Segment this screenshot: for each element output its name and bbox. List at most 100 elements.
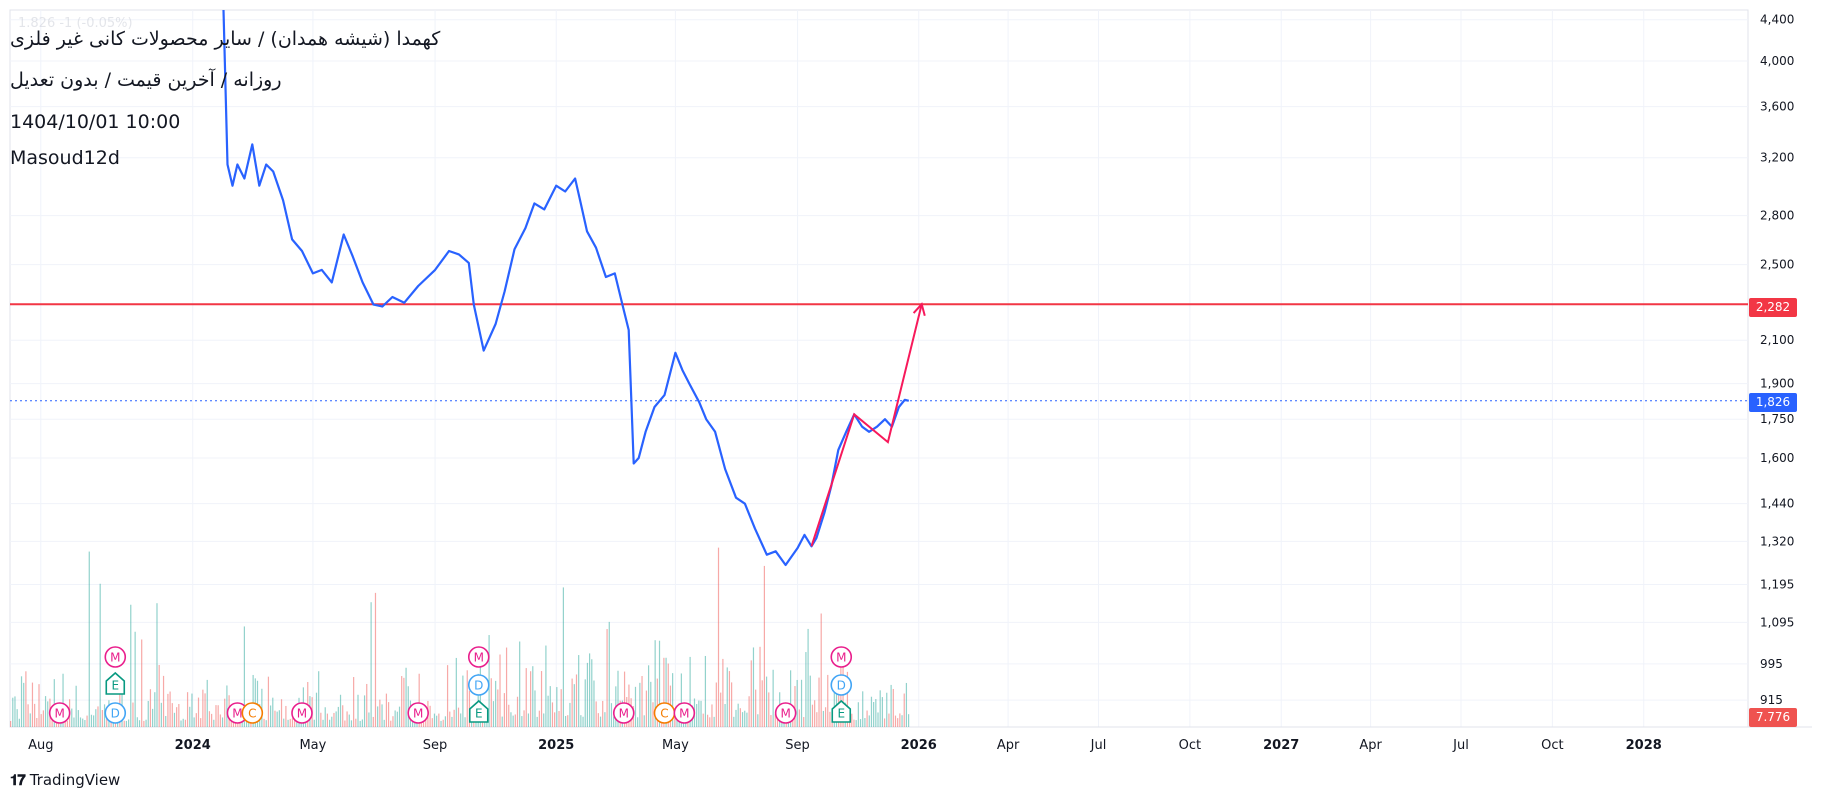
volume-bar bbox=[733, 716, 735, 727]
volume-bar bbox=[141, 639, 143, 727]
volume-bar bbox=[82, 718, 84, 727]
y-tick-label: 1,750 bbox=[1760, 412, 1794, 426]
volume-bar bbox=[667, 663, 669, 727]
volume-bar bbox=[696, 704, 698, 727]
volume-bar bbox=[656, 678, 658, 727]
volume-bar bbox=[29, 713, 31, 727]
legend-ghost-text: 1.826 -1 (-0.05%) bbox=[18, 16, 133, 31]
volume-bar bbox=[245, 720, 248, 727]
volume-bar bbox=[731, 682, 733, 727]
volume-bar bbox=[560, 689, 562, 727]
volume-bar bbox=[200, 718, 202, 727]
volume-bar bbox=[36, 718, 38, 727]
event-marker-d bbox=[104, 702, 127, 724]
volume-bar bbox=[66, 720, 69, 727]
event-marker-m bbox=[673, 702, 696, 724]
volume-bar bbox=[53, 679, 55, 727]
volume-bar bbox=[735, 709, 737, 727]
volume-bar bbox=[514, 714, 516, 727]
volume-bar bbox=[191, 693, 193, 727]
volume-bar bbox=[350, 720, 353, 727]
volume-bar bbox=[449, 711, 451, 727]
volume-bar bbox=[379, 699, 381, 727]
volume-bar bbox=[578, 655, 580, 727]
volume-bar bbox=[623, 671, 626, 727]
volume-bar bbox=[390, 720, 392, 727]
volume-bar bbox=[534, 690, 536, 727]
event-marker-label: M bbox=[679, 707, 689, 721]
volume-bar bbox=[765, 676, 768, 727]
volume-bar bbox=[866, 710, 868, 727]
volume-bar bbox=[554, 712, 556, 727]
volume-bar bbox=[530, 671, 532, 727]
event-marker-label: E bbox=[837, 707, 845, 721]
volume-bar bbox=[617, 670, 619, 727]
volume-bar bbox=[497, 689, 499, 727]
event-marker-label: M bbox=[54, 707, 64, 721]
volume-bar bbox=[10, 720, 12, 727]
y-tick-label: 4,400 bbox=[1760, 13, 1794, 27]
volume-bar bbox=[263, 718, 265, 727]
volume-bar bbox=[805, 652, 807, 727]
volume-bar bbox=[543, 713, 545, 727]
volume-bar bbox=[488, 635, 490, 727]
volume-bar bbox=[276, 711, 278, 727]
volume-bar bbox=[857, 702, 859, 727]
volume-bar bbox=[790, 670, 792, 727]
event-marker-m bbox=[612, 702, 635, 724]
event-marker-m bbox=[467, 646, 490, 668]
volume-bar bbox=[158, 664, 160, 727]
volume-bar bbox=[772, 669, 774, 727]
volume-bar bbox=[451, 716, 453, 727]
volume-bar bbox=[394, 710, 396, 727]
y-tick-label: 4,000 bbox=[1760, 54, 1794, 68]
volume-bar bbox=[186, 692, 189, 727]
volume-bar bbox=[726, 667, 728, 727]
volume-bar bbox=[189, 706, 191, 727]
tradingview-brand[interactable]: 𝟏𝟕 TradingView bbox=[10, 771, 120, 789]
y-tick-label: 1,320 bbox=[1760, 534, 1794, 548]
volume-bar bbox=[211, 713, 213, 727]
volume-bar bbox=[575, 674, 578, 727]
volume-bar bbox=[182, 718, 184, 727]
volume-bar bbox=[776, 716, 779, 727]
volume-bar bbox=[446, 665, 449, 727]
volume-bar bbox=[374, 592, 377, 727]
x-tick-label: 2025 bbox=[538, 738, 574, 753]
level-price-tag: 2,282 bbox=[1749, 298, 1797, 317]
volume-bar bbox=[864, 718, 866, 727]
volume-bar bbox=[510, 712, 512, 727]
volume-bar bbox=[313, 719, 315, 727]
event-marker-label: M bbox=[232, 707, 242, 721]
volume-bar bbox=[674, 716, 676, 727]
volume-bar bbox=[737, 703, 739, 727]
volume-bar bbox=[326, 713, 329, 727]
volume-bar bbox=[320, 712, 322, 727]
y-tick-label: 995 bbox=[1760, 657, 1783, 671]
volume-bar bbox=[14, 696, 16, 727]
volume-bar bbox=[184, 719, 186, 727]
event-marker-label: M bbox=[780, 707, 790, 721]
volume-bar bbox=[490, 678, 492, 727]
chart-datetime: 1404/10/01 10:00 bbox=[10, 111, 181, 133]
volume-bar bbox=[739, 708, 741, 727]
volume-bar bbox=[368, 712, 370, 727]
volume-bar bbox=[460, 713, 462, 727]
volume-bar bbox=[650, 681, 652, 727]
volume-bar bbox=[261, 688, 263, 727]
event-marker-label: D bbox=[837, 679, 846, 693]
volume-bar bbox=[811, 704, 814, 727]
volume-bar bbox=[637, 717, 639, 727]
volume-bar bbox=[888, 713, 890, 727]
event-marker-label: C bbox=[660, 707, 668, 721]
volume-bar bbox=[499, 654, 501, 727]
volume-bar bbox=[855, 720, 857, 727]
volume-bar bbox=[440, 720, 442, 727]
volume-bar bbox=[564, 715, 567, 727]
volume-bar bbox=[532, 666, 534, 727]
volume-bar bbox=[894, 715, 897, 727]
volume-bar bbox=[156, 603, 158, 727]
event-marker-label: C bbox=[248, 707, 256, 721]
